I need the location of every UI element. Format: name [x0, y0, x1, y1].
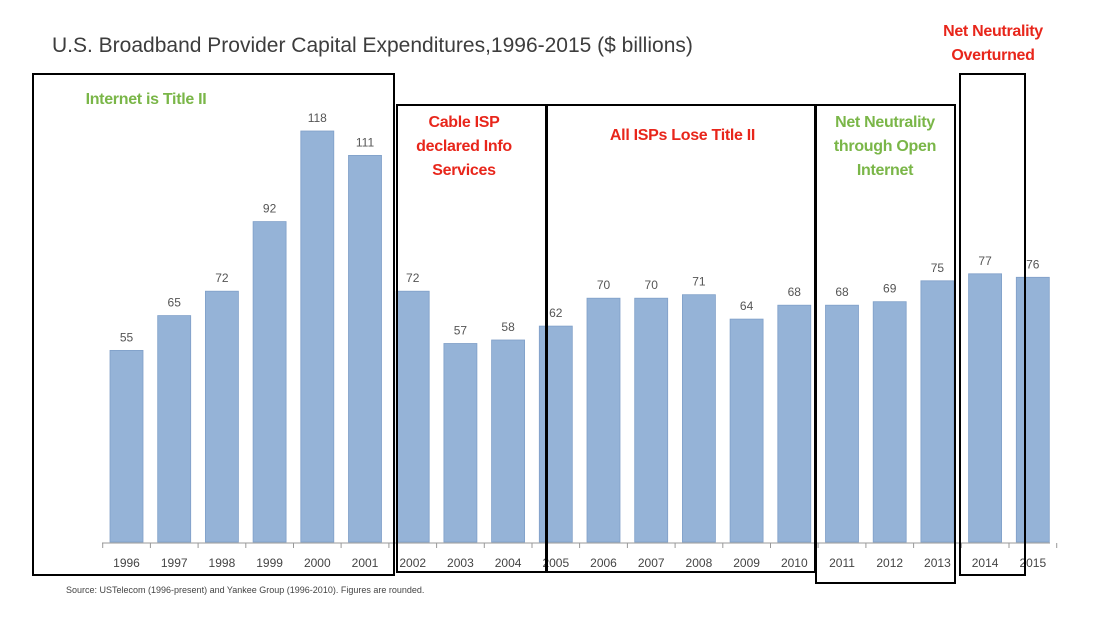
value-label-2002: 72	[406, 271, 420, 285]
bar-2006	[586, 297, 621, 543]
bar-1996	[109, 349, 144, 543]
annotation-net-neutrality-overturned: Net Neutrality Overturned	[943, 23, 1043, 64]
tick-label-2000: 2000	[304, 556, 331, 570]
tick-label-2014: 2014	[972, 556, 999, 570]
bar-1999	[252, 221, 287, 543]
bar-2011	[825, 304, 859, 543]
value-label-2005: 62	[549, 306, 563, 320]
tick-label-2005: 2005	[542, 556, 569, 570]
value-label-2014: 77	[978, 254, 992, 268]
tick-label-1998: 1998	[209, 556, 236, 570]
value-label-2007: 70	[645, 278, 659, 292]
era-box-title-ii	[32, 73, 395, 576]
bar-2005	[538, 325, 573, 543]
bar-2015	[1015, 276, 1050, 543]
bar-2004	[491, 339, 526, 543]
tick-marks-group	[102, 543, 1058, 548]
annotation-cable-isp-info-services: Cable ISP declared Info Services	[416, 114, 512, 179]
tick-label-2007: 2007	[638, 556, 665, 570]
tick-label-1997: 1997	[161, 556, 188, 570]
bar-1998	[204, 290, 239, 543]
bar-2007	[634, 297, 669, 543]
chart-title: U.S. Broadband Provider Capital Expendit…	[52, 34, 693, 57]
tick-label-2012: 2012	[876, 556, 903, 570]
bar-1997	[157, 315, 192, 543]
tick-label-2003: 2003	[447, 556, 474, 570]
bar-2009	[729, 318, 764, 543]
bars-group	[109, 130, 1050, 543]
tick-label-1996: 1996	[113, 556, 140, 570]
bar-2014	[968, 273, 1002, 543]
value-label-2011: 68	[835, 285, 849, 299]
value-label-2004: 58	[501, 320, 515, 334]
value-label-1999: 92	[263, 202, 277, 216]
value-label-2006: 70	[597, 278, 611, 292]
source-note: Source: USTelecom (1996-present) and Yan…	[66, 585, 425, 595]
bar-2010	[777, 304, 812, 543]
era-box-all-isps-lose-title-ii	[546, 104, 816, 573]
tick-label-2006: 2006	[590, 556, 617, 570]
tick-label-2002: 2002	[399, 556, 426, 570]
value-label-1998: 72	[215, 271, 229, 285]
bar-2003	[443, 343, 478, 543]
bar-2008	[682, 294, 716, 543]
value-label-2015: 76	[1026, 257, 1040, 271]
tick-label-2013: 2013	[924, 556, 951, 570]
tick-label-2015: 2015	[1019, 556, 1046, 570]
tick-label-2001: 2001	[352, 556, 379, 570]
value-label-2010: 68	[788, 285, 802, 299]
tick-label-2008: 2008	[686, 556, 713, 570]
value-label-2013: 75	[931, 261, 945, 275]
value-label-2000: 118	[308, 111, 327, 125]
value-label-2009: 64	[740, 299, 754, 313]
annotation-all-isps-lose-title-ii: All ISPs Lose Title II	[609, 127, 756, 144]
labels-group: 55 1996 65 1997 72 1998 92 1999 118 2000 111 2001 72…	[113, 111, 1046, 570]
value-label-2008: 71	[692, 275, 706, 289]
era-box-net-neutrality-overturned	[959, 73, 1026, 576]
value-label-2001: 111	[356, 135, 375, 149]
annotation-open-internet: Net Neutrality through Open Internet	[833, 114, 937, 179]
tick-label-1999: 1999	[256, 556, 283, 570]
era-box-open-internet	[815, 104, 956, 584]
bar-2013	[920, 280, 955, 543]
tick-label-2004: 2004	[495, 556, 522, 570]
tick-label-2011: 2011	[829, 556, 855, 570]
value-label-1996: 55	[120, 330, 134, 344]
value-label-2003: 57	[454, 324, 468, 338]
bar-2000	[300, 130, 335, 543]
bar-2001	[348, 154, 382, 543]
bar-2002	[395, 290, 430, 543]
tick-label-2009: 2009	[733, 556, 760, 570]
value-label-2012: 69	[883, 282, 897, 296]
annotation-internet-title-ii: Internet is Title II	[85, 91, 207, 108]
tick-label-2010: 2010	[781, 556, 808, 570]
value-label-1997: 65	[168, 296, 182, 310]
bar-2012	[872, 301, 907, 543]
